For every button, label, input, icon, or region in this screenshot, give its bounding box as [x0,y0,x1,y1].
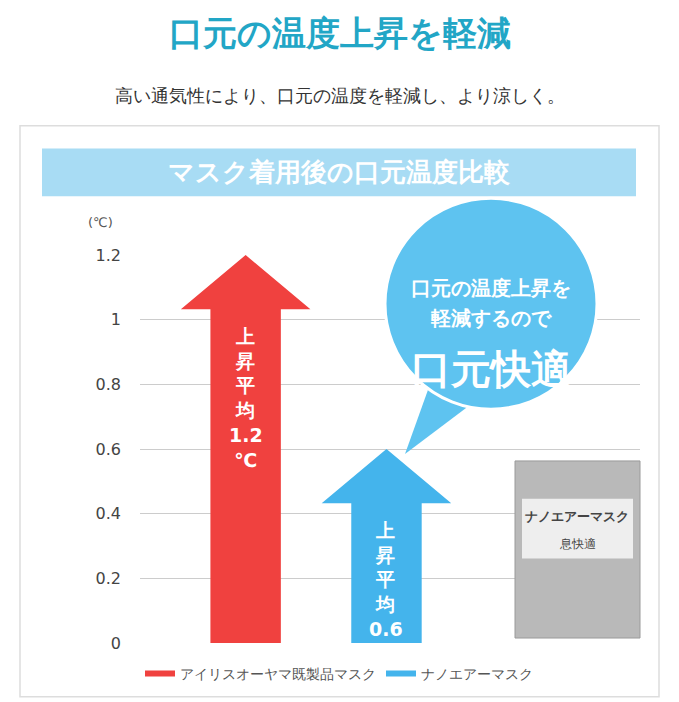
svg-text:1: 1 [111,310,121,329]
svg-text:ナノエアーマスク: ナノエアーマスク [421,666,533,682]
svg-text:アイリスオーヤマ既製品マスク: アイリスオーヤマ既製品マスク [180,666,376,682]
svg-text:ナノエアーマスク: ナノエアーマスク [525,509,629,524]
svg-text:高い通気性により、口元の温度を軽減し、より涼しく。: 高い通気性により、口元の温度を軽減し、より涼しく。 [115,85,565,106]
svg-text:0.4: 0.4 [96,504,121,523]
svg-text:0.2: 0.2 [96,569,121,588]
svg-text:0: 0 [111,634,121,653]
svg-text:口元快適: 口元快適 [411,346,571,392]
svg-text:0.6: 0.6 [96,440,121,459]
svg-text:上昇平均1.2℃: 上昇平均1.2℃ [229,325,263,471]
svg-text:口元の温度上昇を: 口元の温度上昇を [411,276,571,300]
svg-text:軽減するので: 軽減するので [430,306,552,330]
svg-text:0.8: 0.8 [96,375,121,394]
svg-text:(℃): (℃) [88,215,113,230]
svg-text:口元の温度上昇を軽減: 口元の温度上昇を軽減 [169,13,511,53]
svg-text:息快適: 息快適 [559,537,596,551]
svg-text:マスク着用後の口元温度比較: マスク着用後の口元温度比較 [168,157,511,187]
svg-text:上昇平均0.6℃: 上昇平均0.6℃ [369,519,403,665]
svg-text:1.2: 1.2 [96,246,121,265]
